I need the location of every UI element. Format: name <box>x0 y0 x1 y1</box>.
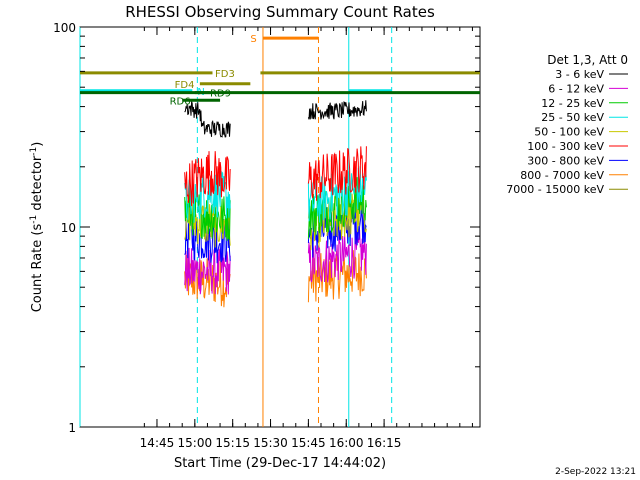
series-trace-3-seg1 <box>184 170 231 223</box>
x-tick-label-5: 16:00 <box>329 436 364 450</box>
x-tick-label-1: 15:00 <box>178 436 213 450</box>
interval-bars: NFD3FD4RD9RD6S <box>80 34 480 107</box>
legend-label-0: 3 - 6 keV <box>555 68 604 81</box>
interval-bar-label-9: S <box>250 34 256 45</box>
x-axis-label: Start Time (29-Dec-17 14:44:02) <box>174 456 386 471</box>
x-tick-label-4: 15:45 <box>291 436 326 450</box>
legend-label-8: 7000 - 15000 keV <box>506 183 604 196</box>
legend-label-6: 300 - 800 keV <box>527 154 604 167</box>
series-layer <box>184 100 367 308</box>
plot-frame <box>79 26 481 428</box>
y-axis-label-end: ) <box>30 142 45 147</box>
x-tick-label-3: 15:30 <box>253 436 288 450</box>
interval-bar-label-4: FD3 <box>215 69 235 80</box>
y-axis-label: Count Rate (s-1 detector-1) <box>29 142 45 313</box>
legend-label-3: 25 - 50 keV <box>541 111 604 124</box>
interval-bar-label-8: RD6 <box>170 96 191 107</box>
y-tick-label-0: 1 <box>68 421 76 435</box>
legend-label-7: 800 - 7000 keV <box>520 169 604 182</box>
x-tick-label-2: 15:15 <box>215 436 250 450</box>
series-trace-5-seg1 <box>184 151 231 207</box>
y-tick-label-1: 10 <box>61 221 76 235</box>
interval-bar-label-5: FD4 <box>175 80 195 91</box>
y-axis-label-sup2: -1 <box>29 147 39 156</box>
series-trace-2-seg1 <box>184 189 231 241</box>
date-stamp: 2-Sep-2022 13:21 <box>555 467 636 477</box>
legend-label-4: 50 - 100 keV <box>534 126 604 139</box>
y-axis-label-sup1: -1 <box>29 215 39 224</box>
legend-label-1: 6 - 12 keV <box>548 82 604 95</box>
legend-label-5: 100 - 300 keV <box>527 140 604 153</box>
y-axis-label-mid: detector <box>30 155 45 215</box>
y-tick-label-2: 100 <box>53 21 76 35</box>
chart-title: RHESSI Observing Summary Count Rates <box>125 3 435 21</box>
y-axis-label-main: Count Rate (s <box>30 224 45 313</box>
series-trace-5-seg2 <box>307 146 367 201</box>
x-tick-label-0: 14:45 <box>140 436 175 450</box>
series-trace-3-seg2 <box>307 166 367 223</box>
series-trace-0-seg1 <box>184 101 231 138</box>
x-tick-label-6: 16:15 <box>367 436 402 450</box>
legend-label-2: 12 - 25 keV <box>541 97 604 110</box>
axis-ticks: 14:45 15:00 15:15 15:30 15:45 16:00 16:15 1 10 10… <box>53 21 480 450</box>
series-trace-0-seg2 <box>307 100 367 120</box>
legend-title: Det 1,3, Att 0 <box>547 53 628 67</box>
